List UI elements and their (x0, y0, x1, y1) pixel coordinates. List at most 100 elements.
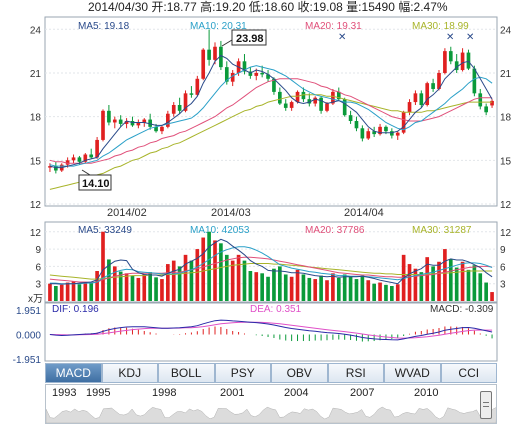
candle-down (319, 97, 323, 111)
volume-bar (342, 274, 347, 301)
candle-up (443, 51, 447, 73)
volume-panel: MA5: 33249 MA10: 42053 MA20: 37786 MA30: 31… (28, 221, 512, 305)
legend-item: MA20: 37786 (305, 225, 365, 236)
legend-item: MA30: 31287 (412, 225, 472, 236)
volume-bar (460, 261, 465, 301)
candle-down (278, 91, 282, 104)
candle-down (342, 99, 347, 116)
volume-yticks: 12 12 9 9 6 6 3 3 (30, 228, 512, 291)
tab-rsi[interactable]: RSI (327, 363, 384, 383)
volume-bar (478, 273, 483, 301)
price-ytick-right: 24 (500, 25, 512, 36)
volume-bar (490, 292, 494, 301)
legend-item: MACD: -0.309 (430, 304, 494, 315)
dif-line (49, 319, 493, 341)
tab-macd[interactable]: MACD (45, 363, 102, 383)
tab-cci[interactable]: CCI (440, 363, 497, 383)
date-tick: 2014/04 (344, 207, 384, 219)
volume-bar (289, 276, 294, 301)
candle-up (112, 119, 117, 123)
volume-bar (472, 265, 477, 301)
volume-bar (425, 257, 430, 301)
tab-kdj[interactable]: KDJ (101, 363, 158, 383)
volume-bar (142, 274, 147, 301)
indicator-tab-bar: MACD KDJ BOLL PSY OBV RSI WVAD CCI (45, 363, 497, 383)
candle-up (195, 78, 200, 95)
tab-obv[interactable]: OBV (271, 363, 328, 383)
volume-bar (136, 277, 141, 301)
volume-bar (354, 279, 359, 301)
volume-bar (454, 267, 459, 301)
candle-up (254, 72, 259, 76)
candle-down (484, 106, 488, 113)
legend-item: MA10: 20.31 (190, 21, 247, 32)
candle-up (160, 126, 164, 132)
volume-bar (224, 254, 229, 301)
volume-bar (378, 282, 382, 301)
timeline-year: 1995 (86, 387, 111, 399)
candle-down (478, 93, 483, 107)
volume-bar (254, 272, 259, 301)
candle-down (431, 83, 435, 89)
timeline-sparkline-path (46, 406, 496, 423)
volume-bar (166, 264, 170, 301)
tab-boll[interactable]: BOLL (158, 363, 215, 383)
low-label: 14.10 (82, 178, 110, 190)
candle-up (331, 91, 335, 104)
volume-bar (160, 279, 164, 301)
tab-wvad[interactable]: WVAD (384, 363, 441, 383)
price-ytick-right: 15 (500, 156, 512, 167)
timeline-year: 2010 (414, 387, 439, 399)
volume-bar (319, 275, 323, 301)
candlesticks (48, 29, 494, 174)
timeline-year: 2007 (350, 387, 375, 399)
candle-down (89, 154, 94, 158)
legend-item: MA5: 19.18 (78, 21, 130, 32)
candle-down (154, 126, 158, 132)
candle-down (466, 52, 471, 69)
timeline-range-handle[interactable] (480, 391, 492, 419)
legend-item: MA30: 18.99 (412, 21, 469, 32)
legend-item: DEA: 0.351 (250, 304, 302, 315)
volume-bar (59, 284, 64, 301)
event-marker: ✕ (446, 32, 454, 43)
candle-up (95, 139, 99, 158)
macd-lines (49, 319, 493, 341)
candle-down (54, 166, 58, 171)
timeline-year: 2001 (220, 387, 245, 399)
ma30-line (49, 94, 493, 190)
volume-bar (242, 260, 247, 301)
price-ytick-right: 12 (500, 200, 512, 211)
volume-bar (419, 272, 424, 301)
candle-down (248, 71, 253, 76)
macd-panel: DIF: 0.196 DEA: 0.351 MACD: -0.309 1.951 0.… (13, 302, 498, 366)
timeline-sparkline (46, 406, 496, 423)
candle-up (295, 91, 300, 103)
candle-up (136, 122, 141, 126)
timeline-navigator[interactable]: 1993 1995 1998 2001 2004 2007 2010 (45, 384, 497, 424)
candle-down (242, 61, 247, 72)
candle-up (166, 113, 170, 127)
candle-up (437, 72, 441, 89)
volume-ma30-line (49, 263, 493, 280)
timeline-year: 1998 (152, 387, 177, 399)
volume-bar (177, 266, 182, 301)
volume-bar (89, 283, 94, 301)
candle-down (219, 46, 223, 68)
candle-up (289, 102, 294, 108)
price-ytick-left: 18 (30, 113, 42, 124)
candle-down (390, 131, 394, 136)
volume-ytick-right: 12 (500, 228, 512, 239)
tab-psy[interactable]: PSY (214, 363, 271, 383)
volume-bar (118, 271, 123, 301)
volume-ma-lines (49, 238, 493, 285)
volume-bar (195, 249, 200, 301)
volume-bar (372, 283, 376, 301)
timeline-year: 1993 (52, 387, 77, 399)
volume-bar (360, 275, 365, 301)
candle-up (65, 160, 70, 165)
candle-down (224, 67, 229, 82)
volume-bar (189, 260, 194, 301)
macd-ytick: 0.000 (16, 331, 41, 342)
